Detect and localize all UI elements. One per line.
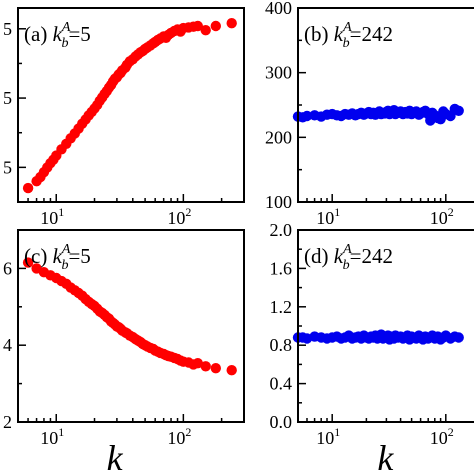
x-axis-title: k: [107, 438, 124, 474]
y-tick-label: 4: [3, 335, 12, 355]
y-tick-label: 400: [265, 0, 292, 18]
x-tick-label: 101: [316, 205, 340, 228]
data-point: [210, 363, 221, 374]
panel-a: 101 102 5 5 5 (a) kA b=5: [3, 7, 245, 228]
x-axis-title: k: [377, 438, 394, 474]
series-c: [22, 257, 237, 376]
y-tick-label: 6: [3, 258, 12, 278]
y-tick-label: 100: [265, 192, 292, 212]
series-b: [292, 103, 464, 126]
y-tick-label: 2.0: [270, 220, 293, 240]
x-tick-label: 101: [40, 425, 64, 448]
panel-label-c: (c) kA b=5: [24, 242, 91, 273]
panel-label-d: (d) kA b=242: [304, 242, 393, 273]
data-point: [453, 105, 464, 117]
y-tick-label: 2: [3, 412, 12, 432]
data-point: [192, 358, 203, 369]
data-point: [200, 25, 211, 36]
data-point: [22, 182, 34, 194]
data-point: [22, 257, 34, 268]
y-tick-label: 5: [3, 157, 12, 177]
x-tick-label: 101: [40, 205, 64, 228]
plot-frame: [17, 7, 245, 203]
y-tick-label: 300: [265, 63, 292, 83]
y-tick-label: 0.8: [270, 335, 293, 355]
data-point: [226, 18, 237, 29]
x-tick-label: 102: [430, 425, 454, 448]
panel-c: 101 102 2 4 6 (c) kA b=5 k: [3, 229, 245, 474]
series-a: [22, 18, 237, 194]
y-tick-label: 1.2: [270, 297, 293, 317]
panel-label-a: (a) kA b=5: [24, 20, 91, 51]
y-tick-label: 200: [265, 127, 292, 147]
data-point: [301, 110, 313, 122]
y-tick-label: 0.0: [270, 412, 293, 432]
data-point: [453, 332, 464, 343]
series-d: [292, 329, 464, 345]
plot-frame: [17, 229, 245, 423]
x-tick-label: 102: [167, 205, 191, 228]
y-tick-label: 5: [3, 19, 12, 39]
data-point: [192, 20, 203, 32]
y-tick-label: 1.6: [270, 258, 293, 278]
y-tick-label: 5: [3, 88, 12, 108]
panel-label-b: (b) kA b=242: [304, 20, 393, 51]
panel-b: 101 102 100 200 300 400 (b) kA b=242: [265, 0, 474, 228]
panel-d: 101 102 0.0 0.4 0.8 1.2 1.6 2.0 (d) kA b=242 k: [270, 220, 474, 474]
data-point: [210, 20, 221, 32]
data-point: [200, 361, 211, 372]
x-tick-label: 102: [430, 205, 454, 228]
x-tick-label: 101: [316, 425, 340, 448]
data-point: [226, 365, 237, 376]
x-tick-label: 102: [167, 425, 191, 448]
y-tick-label: 0.4: [270, 374, 293, 394]
